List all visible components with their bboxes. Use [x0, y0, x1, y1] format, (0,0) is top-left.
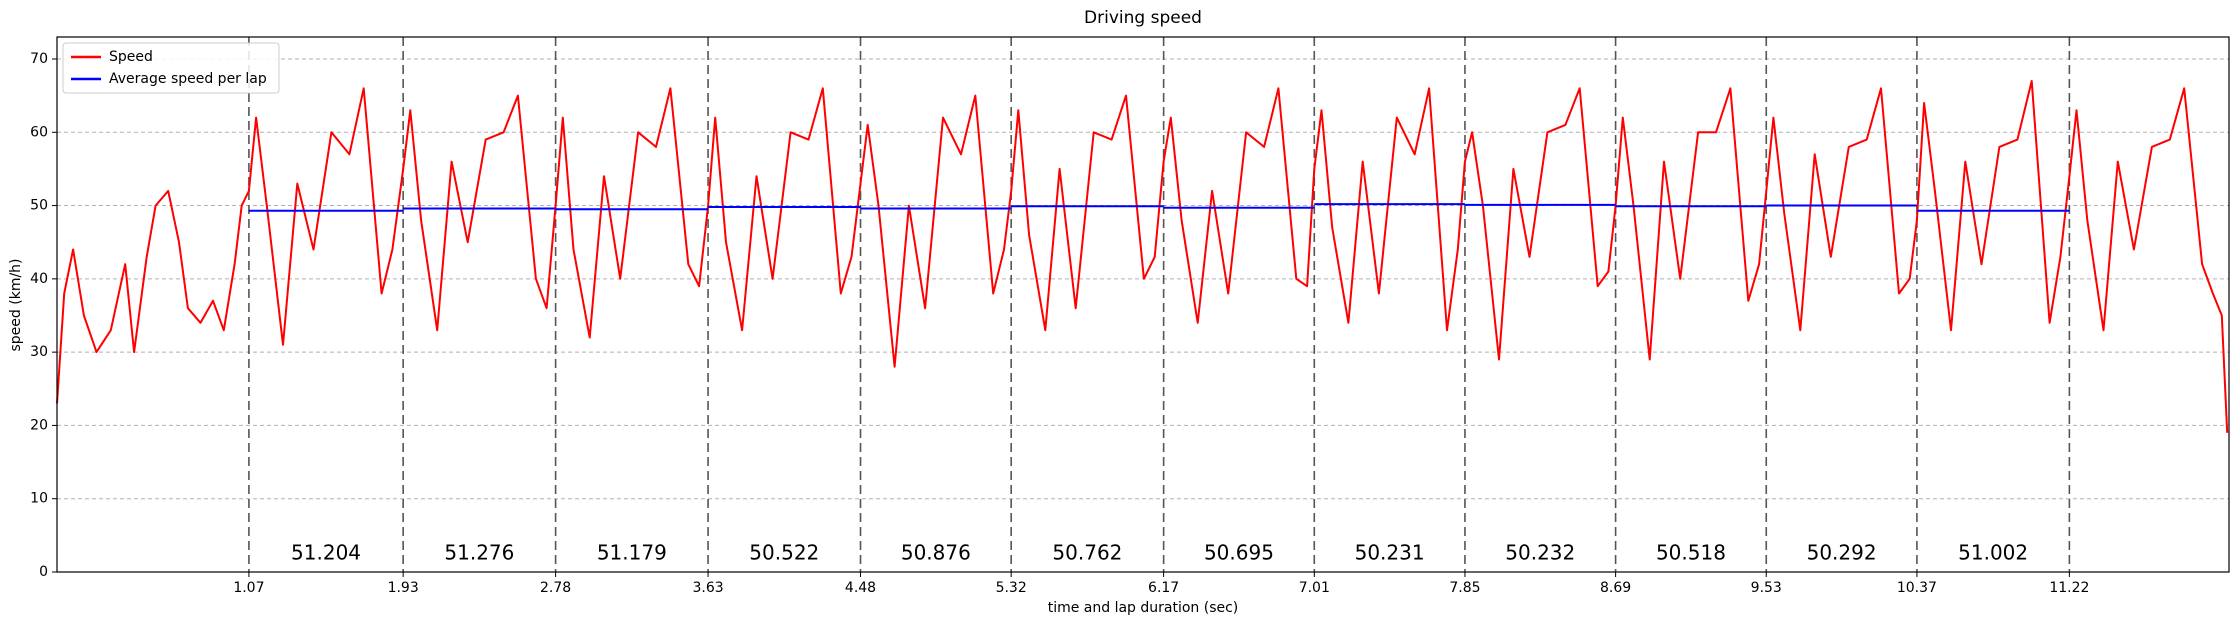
legend-label: Speed — [109, 49, 153, 65]
x-tick-label: 11.22 — [2049, 580, 2089, 596]
lap-duration: 50.522 — [749, 541, 819, 565]
lap-duration: 51.179 — [597, 541, 667, 565]
chart-title: Driving speed — [1084, 8, 1202, 28]
x-tick-label: 1.07 — [233, 580, 264, 596]
y-tick-label: 20 — [30, 417, 48, 433]
x-tick-label: 2.78 — [540, 580, 571, 596]
x-tick-label: 3.63 — [692, 580, 723, 596]
y-tick-label: 60 — [30, 124, 48, 140]
lap-duration: 51.204 — [291, 541, 361, 565]
y-tick-label: 10 — [30, 491, 48, 507]
x-tick-label: 8.69 — [1600, 580, 1631, 596]
x-tick-label: 9.53 — [1751, 580, 1782, 596]
x-tick-label: 7.85 — [1449, 580, 1480, 596]
lap-duration: 50.231 — [1355, 541, 1425, 565]
x-tick-label: 6.17 — [1148, 580, 1179, 596]
y-tick-label: 30 — [30, 344, 48, 360]
lap-duration: 51.276 — [444, 541, 514, 565]
lap-duration: 51.002 — [1958, 541, 2028, 565]
legend-box — [62, 42, 280, 94]
x-tick-label: 10.37 — [1897, 580, 1937, 596]
lap-duration: 50.232 — [1505, 541, 1575, 565]
lap-duration: 50.518 — [1656, 541, 1726, 565]
y-tick-label: 70 — [30, 51, 48, 67]
y-tick-label: 50 — [30, 198, 48, 214]
lap-duration: 50.695 — [1204, 541, 1274, 565]
y-tick-label: 40 — [30, 271, 48, 287]
lap-duration: 50.292 — [1807, 541, 1877, 565]
y-axis-label: speed (km/h) — [8, 258, 24, 351]
legend-label: Average speed per lap — [109, 71, 267, 87]
lap-duration: 50.762 — [1052, 541, 1122, 565]
y-tick-label: 0 — [39, 564, 48, 580]
plot-frame — [56, 36, 2230, 573]
x-tick-label: 4.48 — [845, 580, 876, 596]
x-tick-label: 7.01 — [1299, 580, 1330, 596]
x-tick-label: 1.93 — [388, 580, 419, 596]
x-tick-label: 5.32 — [996, 580, 1027, 596]
speed-line — [56, 80, 2229, 433]
x-axis-label: time and lap duration (sec) — [1048, 600, 1239, 616]
lap-duration: 50.876 — [901, 541, 971, 565]
